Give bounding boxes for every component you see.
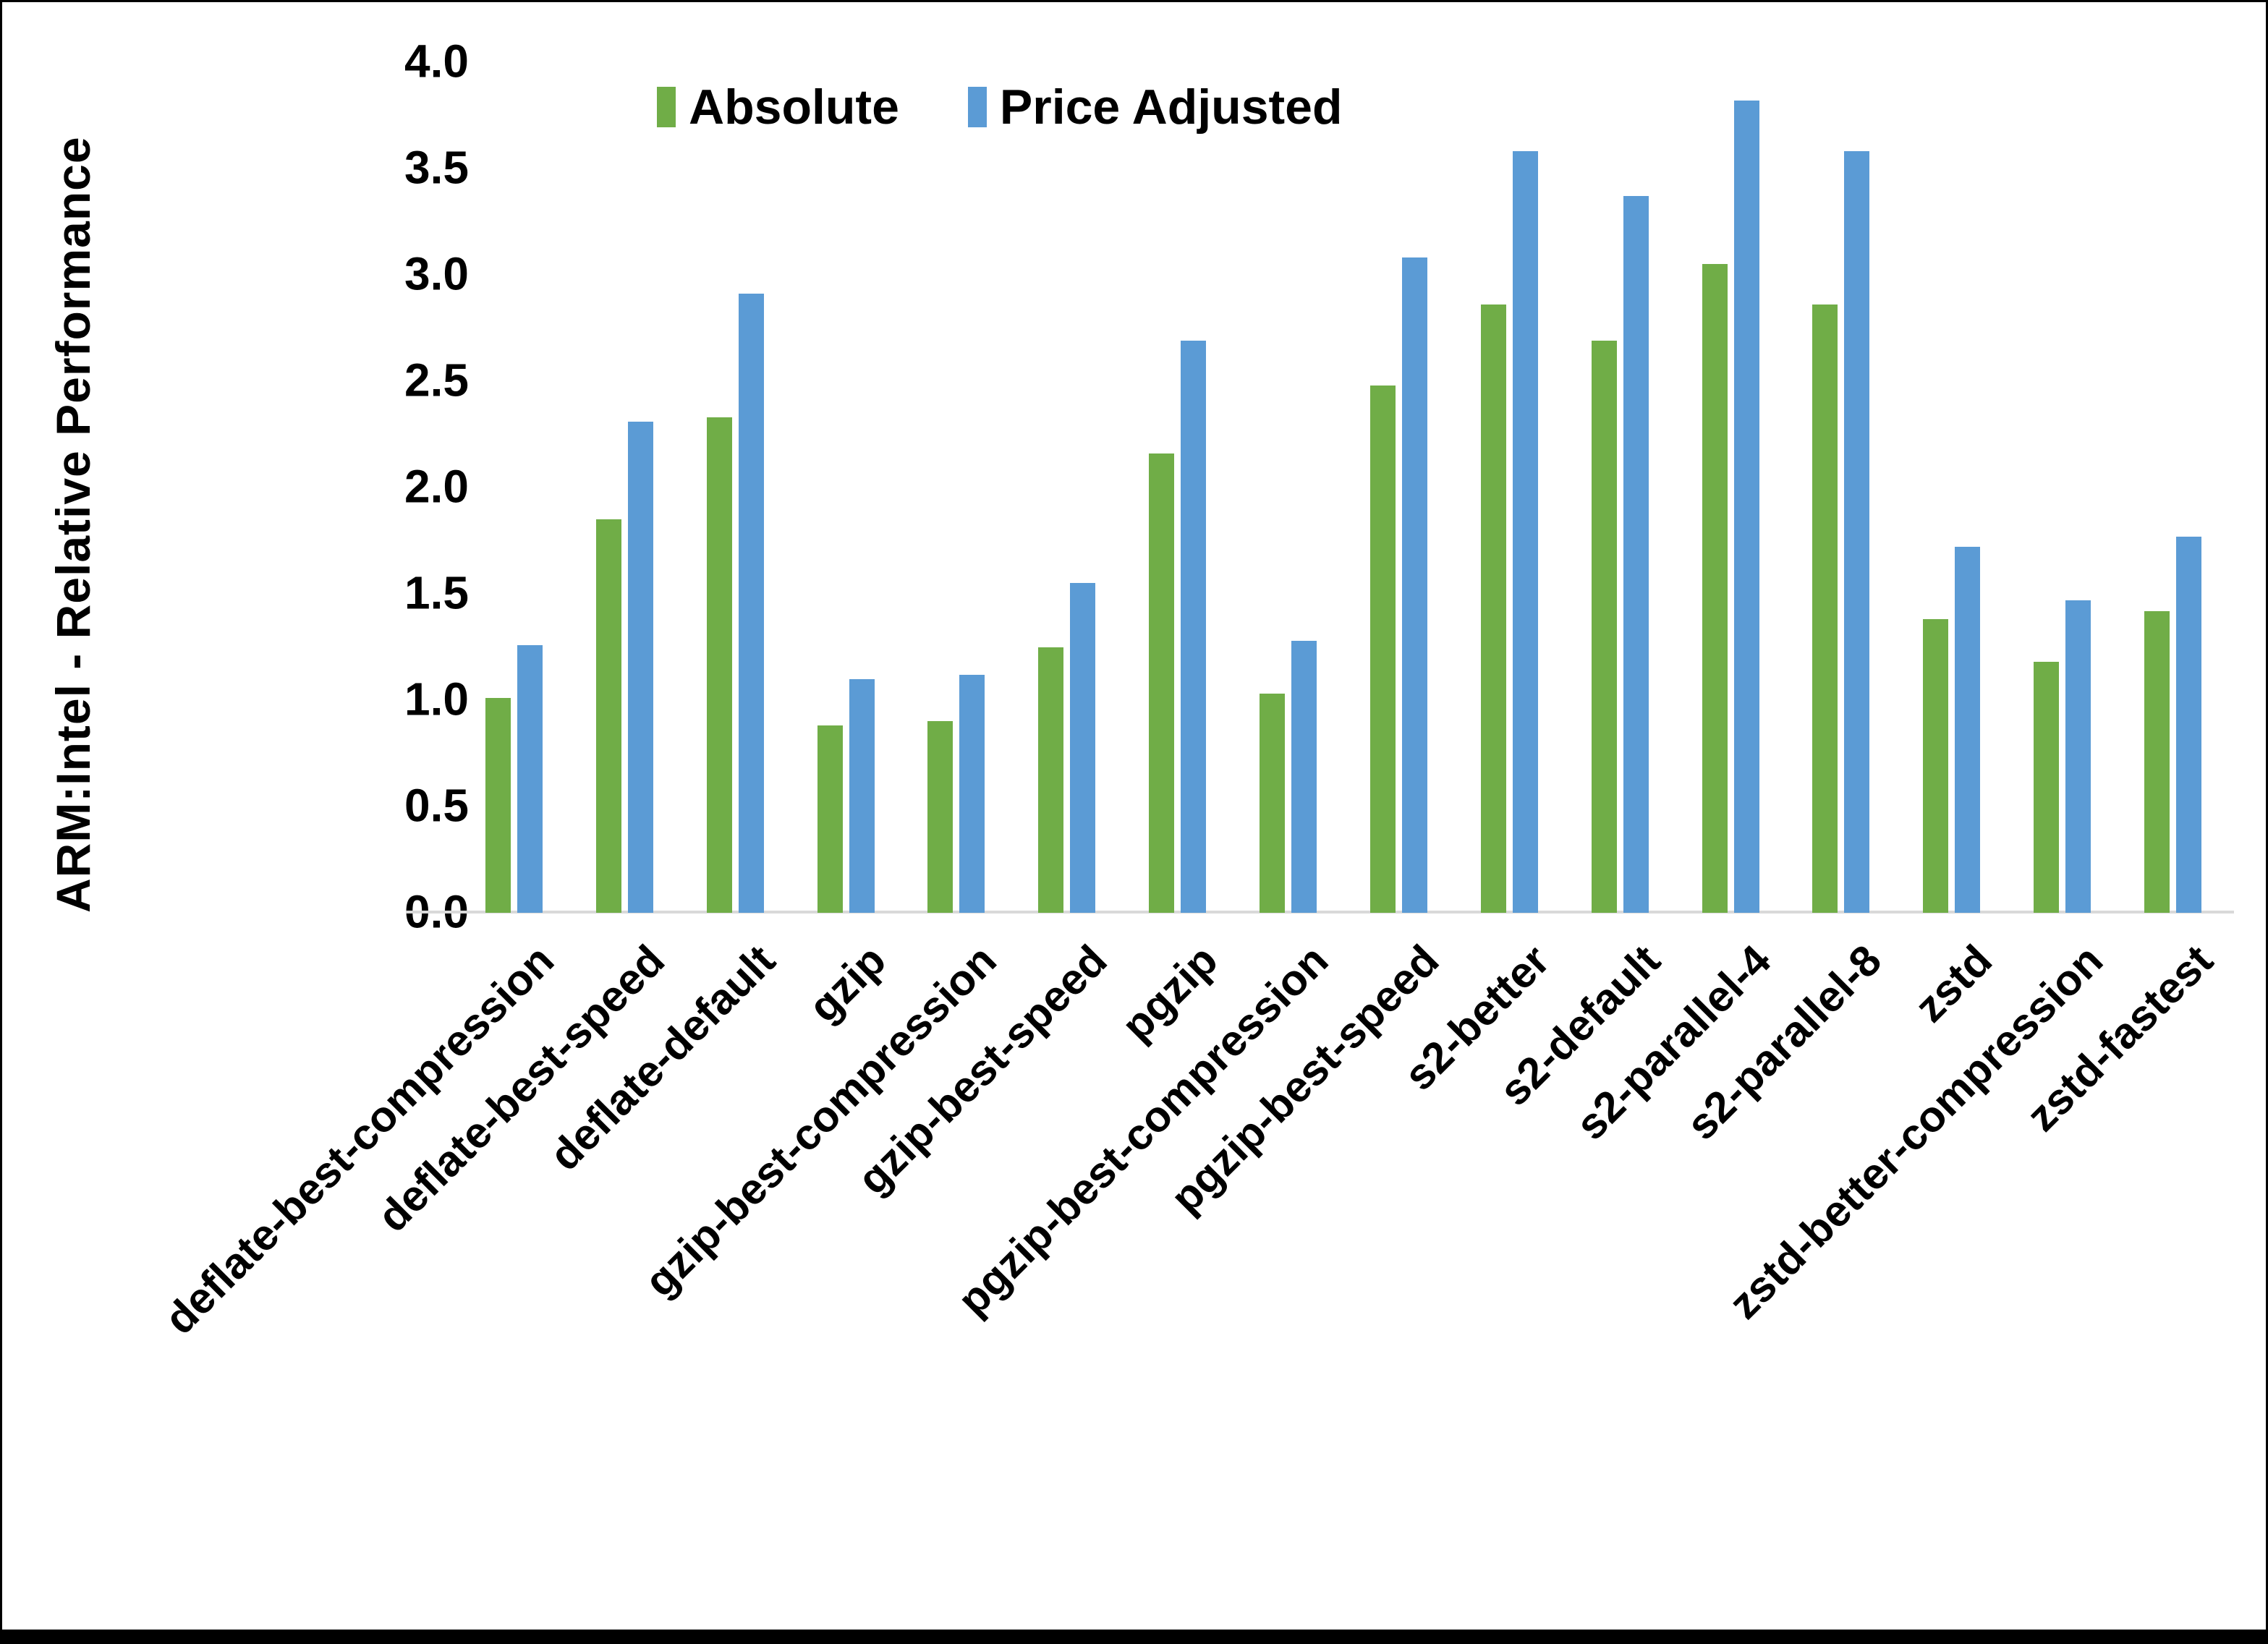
bar-group-zstd-fastest [2118,62,2228,913]
bar-absolute-s2-parallel-4 [1702,264,1728,913]
legend: Absolute Price Adjusted [657,79,1343,135]
bar-price-adjusted-gzip [849,678,875,913]
bar-price-adjusted-zstd [1955,547,1981,913]
bar-group-pgzip [1122,62,1233,913]
bar-absolute-gzip [817,725,843,913]
bar-price-adjusted-deflate-best-speed [627,421,653,913]
legend-item-absolute: Absolute [657,79,899,135]
bar-absolute-pgzip [1149,453,1175,913]
bar-group-s2-default [1565,62,1675,913]
ytick-label-3.0: 3.0 [404,247,469,300]
bar-absolute-s2-parallel-8 [1812,304,1838,913]
bar-group-pgzip-best-speed [1343,62,1454,913]
bar-absolute-zstd-fastest [2144,610,2170,913]
bar-price-adjusted-pgzip-best-speed [1401,257,1427,913]
bar-absolute-s2-better [1480,304,1506,913]
bar-absolute-zstd [1923,619,1949,913]
legend-label-price-adjusted: Price Adjusted [999,80,1343,135]
bar-group-gzip-best-speed [1011,62,1122,913]
bar-group-s2-parallel-8 [1786,62,1897,913]
bar-group-zstd-better-compression [2007,62,2118,913]
bar-price-adjusted-gzip-best-compression [959,674,985,913]
bar-group-zstd [1896,62,2007,913]
bar-price-adjusted-pgzip-best-compression [1291,640,1317,913]
category-label-text: gzip [799,935,896,1031]
bar-absolute-deflate-best-compression [485,698,511,913]
bar-absolute-s2-default [1591,341,1617,913]
bar-price-adjusted-s2-parallel-4 [1733,100,1759,913]
bar-price-adjusted-deflate-default [738,294,764,913]
bar-price-adjusted-s2-parallel-8 [1844,151,1870,913]
bar-price-adjusted-s2-better [1512,151,1538,913]
bar-absolute-pgzip-best-speed [1369,385,1396,913]
ytick-label-2.5: 2.5 [404,354,469,406]
plot-area [459,62,2228,913]
bar-absolute-zstd-better-compression [2034,662,2060,913]
legend-swatch-price-adjusted-icon [967,87,987,127]
bar-group-pgzip-best-compression [1233,62,1343,913]
category-label-text: zstd [1905,935,2001,1031]
bottom-border-bar [2,1630,2266,1644]
bar-group-gzip-best-compression [901,62,1012,913]
bar-price-adjusted-zstd-fastest [2176,536,2202,913]
bar-group-deflate-best-speed [569,62,680,913]
ytick-label-2.0: 2.0 [404,460,469,513]
ytick-label-1.5: 1.5 [404,566,469,619]
ytick-label-3.5: 3.5 [404,141,469,194]
bar-price-adjusted-gzip-best-speed [1070,583,1096,913]
bar-group-deflate-default [680,62,791,913]
bar-group-s2-parallel-4 [1675,62,1786,913]
bar-price-adjusted-zstd-better-compression [2065,600,2091,913]
bar-group-deflate-best-compression [459,62,569,913]
bar-absolute-gzip-best-speed [1038,647,1064,913]
bar-price-adjusted-s2-default [1623,196,1649,913]
category-label-text: s2-parallel-8 [1677,935,1891,1149]
bar-absolute-deflate-best-speed [595,519,621,913]
ytick-label-0.5: 0.5 [404,779,469,832]
bar-price-adjusted-pgzip [1181,341,1207,913]
x-axis-line [406,911,2234,913]
ytick-label-4.0: 4.0 [404,35,469,88]
bar-group-s2-better [1454,62,1565,913]
bar-price-adjusted-deflate-best-compression [517,644,543,913]
y-axis-title: ARM:Intel - Relative Performance [46,136,100,913]
legend-item-price-adjusted: Price Adjusted [967,79,1343,135]
bar-absolute-gzip-best-compression [927,721,954,913]
bar-absolute-deflate-default [706,417,732,913]
legend-swatch-absolute-icon [657,87,676,127]
legend-label-absolute: Absolute [689,80,899,135]
bar-group-gzip [791,62,901,913]
ytick-label-1.0: 1.0 [404,673,469,725]
bar-absolute-pgzip-best-compression [1260,694,1286,913]
